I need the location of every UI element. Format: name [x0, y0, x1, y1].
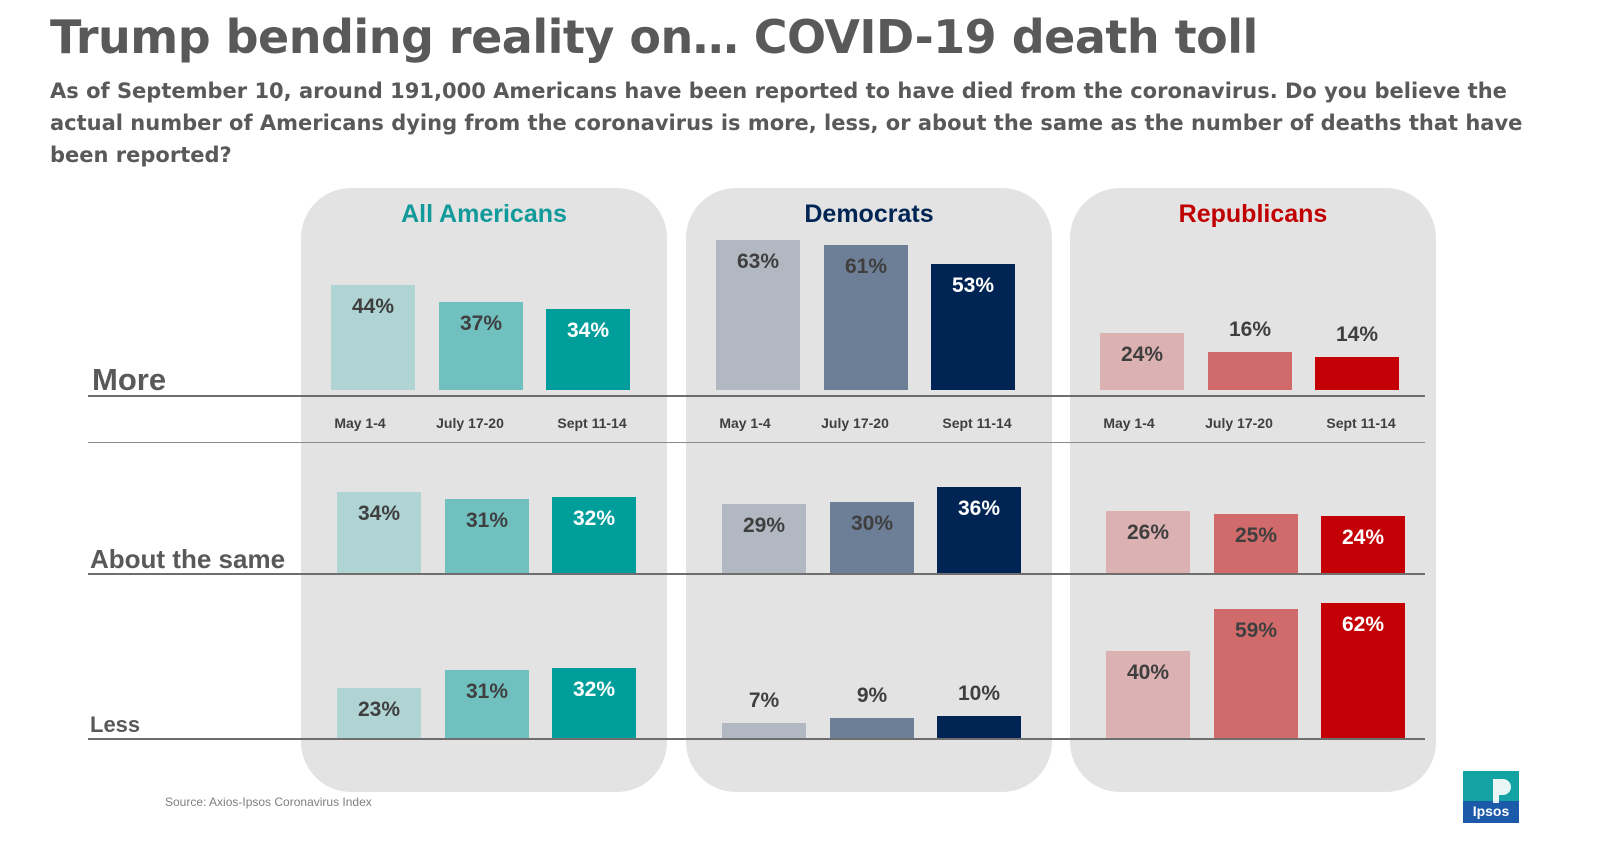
row-label: About the same	[90, 544, 286, 574]
bar	[1100, 332, 1184, 390]
bar	[1315, 356, 1399, 390]
bar	[931, 263, 1015, 390]
x-tick-label: Sept 11-14	[1326, 415, 1396, 431]
x-tick-label: May 1-4	[719, 415, 771, 431]
x-tick-label: May 1-4	[1103, 415, 1155, 431]
data-label: 37%	[459, 311, 503, 335]
data-label: 34%	[357, 502, 401, 526]
data-label: 44%	[351, 295, 395, 319]
data-label: 32%	[572, 678, 616, 702]
x-tick-label: July 17-20	[436, 415, 504, 431]
data-label: 26%	[1126, 521, 1170, 545]
bar	[331, 285, 415, 390]
bar	[1321, 602, 1405, 738]
baseline-rule	[88, 573, 1425, 575]
bar	[439, 301, 523, 390]
bar	[722, 503, 806, 573]
source-note: Source: Axios-Ipsos Coronavirus Index	[165, 795, 372, 809]
data-label: 32%	[572, 506, 616, 530]
data-label: 59%	[1234, 619, 1278, 643]
x-tick-label: Sept 11-14	[557, 415, 627, 431]
data-label: 40%	[1126, 660, 1170, 684]
bar	[1106, 650, 1190, 738]
bar	[937, 487, 1021, 573]
data-label: 29%	[742, 513, 786, 537]
x-tick-label: July 17-20	[821, 415, 889, 431]
bar	[716, 240, 800, 390]
ipsos-logo: Ipsos	[1463, 771, 1519, 823]
data-label: 14%	[1335, 322, 1379, 346]
data-label: 25%	[1234, 523, 1278, 547]
bar	[824, 244, 908, 390]
x-tick-label: May 1-4	[334, 415, 386, 431]
x-tick-label: July 17-20	[1205, 415, 1273, 431]
row-label: Less	[90, 712, 141, 737]
baseline-rule	[88, 442, 1425, 443]
chart-title: Trump bending reality on… COVID-19 death…	[50, 10, 1258, 64]
logo-text: Ipsos	[1473, 803, 1510, 819]
baseline-rule	[88, 738, 1425, 740]
bar	[552, 668, 636, 738]
bar	[830, 501, 914, 573]
data-label: 16%	[1228, 317, 1272, 341]
data-label: 30%	[850, 511, 894, 535]
bar	[445, 670, 529, 738]
data-label: 62%	[1341, 612, 1385, 636]
x-tick-label: Sept 11-14	[942, 415, 1012, 431]
bar	[1214, 513, 1298, 573]
panel-title: Republicans	[1178, 200, 1328, 228]
bar	[722, 722, 806, 738]
bar	[1321, 515, 1405, 573]
row-label: More	[92, 362, 167, 397]
data-label: 61%	[844, 254, 888, 278]
data-label: 7%	[748, 688, 780, 712]
data-label: 23%	[357, 697, 401, 721]
bar	[1208, 351, 1292, 390]
data-label: 31%	[465, 509, 509, 533]
bar	[337, 687, 421, 738]
panel-title: All Americans	[401, 200, 567, 228]
data-label: 9%	[856, 684, 888, 708]
baseline-rule	[88, 395, 1425, 397]
bar	[830, 718, 914, 738]
data-label: 31%	[465, 680, 509, 704]
data-label: 24%	[1120, 342, 1164, 366]
bar	[546, 309, 630, 390]
bar	[1106, 511, 1190, 573]
bar	[937, 716, 1021, 738]
bar	[1214, 609, 1298, 738]
data-label: 63%	[736, 250, 780, 274]
chart-subtitle: As of September 10, around 191,000 Ameri…	[50, 79, 1523, 167]
data-label: 34%	[566, 319, 610, 343]
bar	[337, 492, 421, 573]
data-label: 24%	[1341, 525, 1385, 549]
bar	[445, 499, 529, 573]
data-label: 10%	[957, 682, 1001, 706]
data-label: 53%	[951, 273, 995, 297]
data-label: 36%	[957, 497, 1001, 521]
bar	[552, 496, 636, 573]
panel-title: Democrats	[804, 200, 934, 228]
